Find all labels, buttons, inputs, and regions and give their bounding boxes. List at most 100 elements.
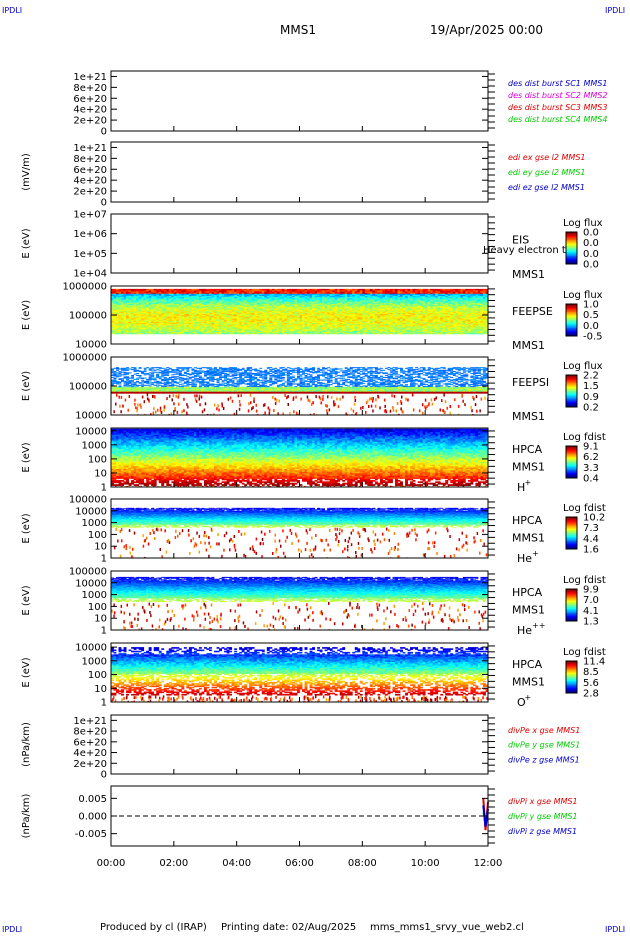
spectrogram-cell bbox=[269, 289, 272, 291]
spectrogram-cell bbox=[244, 289, 247, 291]
spectrogram-cell bbox=[146, 289, 149, 291]
spectrogram-cell bbox=[375, 289, 378, 291]
y-tick-label: 1e+07 bbox=[73, 210, 107, 221]
y-tick-label: 1e+05 bbox=[73, 249, 107, 260]
spectrogram-cell bbox=[279, 289, 282, 291]
spectrogram-cell bbox=[320, 289, 323, 291]
spectrogram-cell bbox=[400, 289, 403, 291]
y-tick-label: 6e+20 bbox=[73, 94, 107, 105]
spectrogram-cell bbox=[282, 289, 285, 291]
spectrogram-cell bbox=[126, 289, 129, 291]
legend-entry: des dist burst SC4 MMS4 bbox=[508, 115, 607, 124]
legend-entry: des dist burst SC1 MMS1 bbox=[508, 79, 607, 88]
spectrogram-cell bbox=[159, 289, 162, 291]
spectrogram-cell bbox=[382, 289, 385, 291]
spectrogram-cell bbox=[154, 289, 157, 291]
spectrogram-cell bbox=[164, 289, 167, 291]
spectrogram-cell bbox=[287, 289, 290, 291]
spectrogram-cell bbox=[284, 289, 287, 291]
y-tick-label: 0 bbox=[101, 198, 107, 209]
legend-entry: des dist burst SC3 MMS3 bbox=[508, 103, 607, 112]
spectrogram-cell bbox=[247, 289, 250, 291]
spectrogram-cell bbox=[413, 289, 416, 291]
spectrogram-cell bbox=[294, 289, 297, 291]
spectrogram-cell bbox=[161, 289, 164, 291]
spectrogram-cell bbox=[224, 289, 227, 291]
spectrogram-cell bbox=[174, 289, 177, 291]
spectrogram-cell bbox=[317, 289, 320, 291]
spectrogram-cell bbox=[342, 289, 345, 291]
legend-entry: des dist burst SC2 MMS2 bbox=[508, 91, 607, 100]
y-tick-label: 1e+06 bbox=[73, 229, 107, 240]
panel-frame bbox=[111, 214, 488, 273]
y-tick-label: 1e+21 bbox=[73, 72, 107, 83]
spectrogram-cell bbox=[365, 289, 368, 291]
spectrogram-cell bbox=[345, 289, 348, 291]
spacecraft-label: MMS1 bbox=[512, 268, 545, 281]
spectrogram-cell bbox=[410, 289, 413, 291]
y-tick-label: 2e+20 bbox=[73, 116, 107, 127]
spectrogram-cell bbox=[372, 289, 375, 291]
spectrogram-cell bbox=[390, 289, 393, 291]
spectrogram-feepse bbox=[111, 289, 488, 334]
spectrogram-cell bbox=[201, 289, 204, 291]
spectrogram-cell bbox=[387, 289, 390, 291]
spectrogram-cell bbox=[297, 289, 300, 291]
spectrogram-cell bbox=[166, 289, 169, 291]
spectrogram-cell bbox=[129, 289, 132, 291]
spectrogram-cell bbox=[259, 289, 262, 291]
spectrogram-cell bbox=[337, 289, 340, 291]
spectrogram-cell bbox=[212, 289, 215, 291]
corner-tag-top-right: IPDLI bbox=[605, 6, 625, 15]
spectrogram-cell bbox=[310, 289, 313, 291]
y-tick-label: 1e+04 bbox=[73, 269, 107, 280]
spectrogram-cell bbox=[360, 289, 363, 291]
spectrogram-cell bbox=[350, 289, 353, 291]
spectrogram-cell bbox=[307, 289, 310, 291]
spectrogram-cell bbox=[277, 289, 280, 291]
corner-tag-top-left: IPDLI bbox=[2, 6, 22, 15]
spectrogram-cell bbox=[315, 289, 318, 291]
spectrogram-cell bbox=[357, 289, 360, 291]
spectrogram-cell bbox=[292, 289, 295, 291]
spectrogram-cell bbox=[222, 289, 225, 291]
colorbar-tick-label: 0.0 bbox=[583, 238, 599, 249]
spectrogram-cell bbox=[179, 289, 182, 291]
spectrogram-cell bbox=[184, 289, 187, 291]
spectrogram-cell bbox=[325, 289, 328, 291]
legend-entry: edi ez gse l2 MMS1 bbox=[508, 183, 585, 192]
spectrogram-cell bbox=[249, 289, 252, 291]
y-axis-label: E (eV) bbox=[21, 228, 32, 258]
spectrogram-cell bbox=[385, 289, 388, 291]
spectrogram-cell bbox=[377, 289, 380, 291]
spectrogram-cell bbox=[141, 289, 144, 291]
spectrogram-cell bbox=[398, 289, 401, 291]
spectrogram-cell bbox=[189, 289, 192, 291]
spectrogram-cell bbox=[232, 289, 235, 291]
spectrogram-cell bbox=[355, 289, 358, 291]
spectrogram-cell bbox=[191, 289, 194, 291]
spectrogram-cell bbox=[300, 289, 303, 291]
plot-date: 19/Apr/2025 00:00 bbox=[430, 23, 543, 37]
spectrogram-cell bbox=[136, 289, 139, 291]
instrument-note: Heavy electron to bbox=[483, 245, 572, 256]
spectrogram-cell bbox=[262, 289, 265, 291]
legend-entry: edi ey gse l2 MMS1 bbox=[508, 168, 586, 177]
header: IPDLI IPDLI MMS1 19/Apr/2025 00:00 bbox=[2, 6, 625, 37]
y-tick-label: 8e+20 bbox=[73, 154, 107, 165]
spectrogram-cell bbox=[209, 289, 212, 291]
y-tick-label: 6e+20 bbox=[73, 165, 107, 176]
spectrogram-cell bbox=[370, 289, 373, 291]
spectrogram-cell bbox=[395, 289, 398, 291]
spectrogram-cell bbox=[171, 289, 174, 291]
spectrogram-cell bbox=[254, 289, 257, 291]
spectrogram-cell bbox=[405, 289, 408, 291]
spectrogram-cell bbox=[302, 289, 305, 291]
y-tick-label: 4e+20 bbox=[73, 176, 107, 187]
spectrogram-cell bbox=[305, 289, 308, 291]
spectrogram-cell bbox=[252, 289, 255, 291]
